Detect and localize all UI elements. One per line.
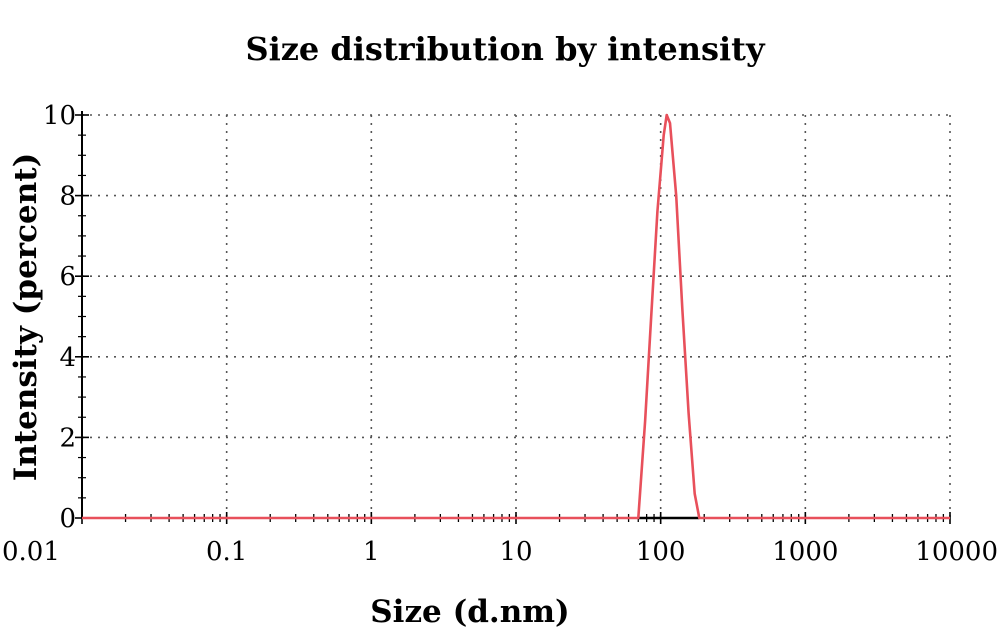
x-tick-label: 10 — [499, 537, 532, 567]
y-tick-label: 6 — [59, 262, 76, 292]
y-tick-labels: 0 2 4 6 8 10 — [43, 101, 76, 534]
x-tick-label: 0.01 — [2, 537, 60, 567]
x-tick-label: 0.1 — [206, 537, 247, 567]
grid — [82, 114, 951, 518]
x-tick-label: 100 — [636, 537, 686, 567]
x-tick-label: 10000 — [915, 537, 998, 567]
y-tick-label: 10 — [43, 101, 76, 131]
series-line — [82, 113, 950, 520]
y-tick-label: 8 — [59, 182, 76, 212]
x-tick-label: 1 — [363, 537, 380, 567]
axes — [75, 111, 951, 524]
y-tick-label: 0 — [59, 504, 76, 534]
y-tick-label: 2 — [59, 423, 76, 453]
series-group — [82, 113, 950, 520]
x-tick-label: 1000 — [772, 537, 838, 567]
chart-title: Size distribution by intensity — [245, 30, 766, 68]
x-tick-labels: 0.01 0.1 1 10 100 1000 10000 — [2, 537, 998, 567]
y-tick-label: 4 — [59, 343, 76, 373]
y-axis-label: Intensity (percent) — [8, 153, 44, 482]
x-axis-label: Size (d.nm) — [370, 594, 569, 630]
